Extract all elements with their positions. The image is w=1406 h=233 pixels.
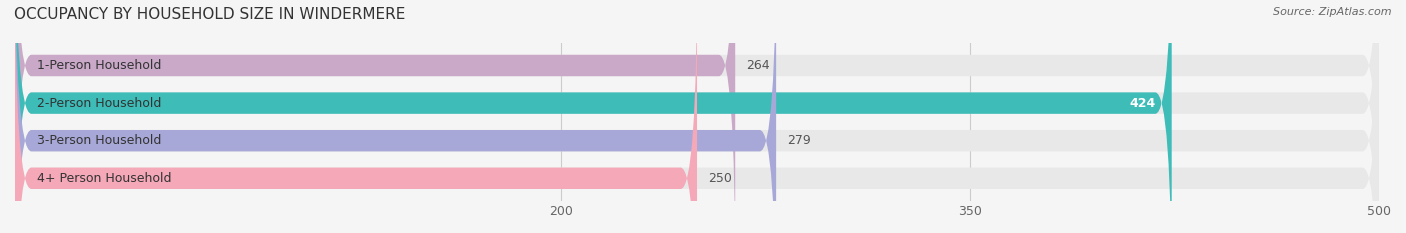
Text: Source: ZipAtlas.com: Source: ZipAtlas.com [1274,7,1392,17]
FancyBboxPatch shape [15,0,1379,233]
Text: 4+ Person Household: 4+ Person Household [37,172,172,185]
Text: 250: 250 [707,172,731,185]
Text: OCCUPANCY BY HOUSEHOLD SIZE IN WINDERMERE: OCCUPANCY BY HOUSEHOLD SIZE IN WINDERMER… [14,7,405,22]
Text: 3-Person Household: 3-Person Household [37,134,162,147]
FancyBboxPatch shape [15,0,735,233]
FancyBboxPatch shape [15,0,1379,233]
Text: 2-Person Household: 2-Person Household [37,97,162,110]
Text: 279: 279 [787,134,811,147]
FancyBboxPatch shape [15,0,1379,233]
Text: 1-Person Household: 1-Person Household [37,59,162,72]
FancyBboxPatch shape [15,0,1379,233]
Text: 264: 264 [747,59,769,72]
FancyBboxPatch shape [15,0,1171,233]
FancyBboxPatch shape [15,0,776,233]
FancyBboxPatch shape [15,0,697,233]
Text: 424: 424 [1129,97,1156,110]
